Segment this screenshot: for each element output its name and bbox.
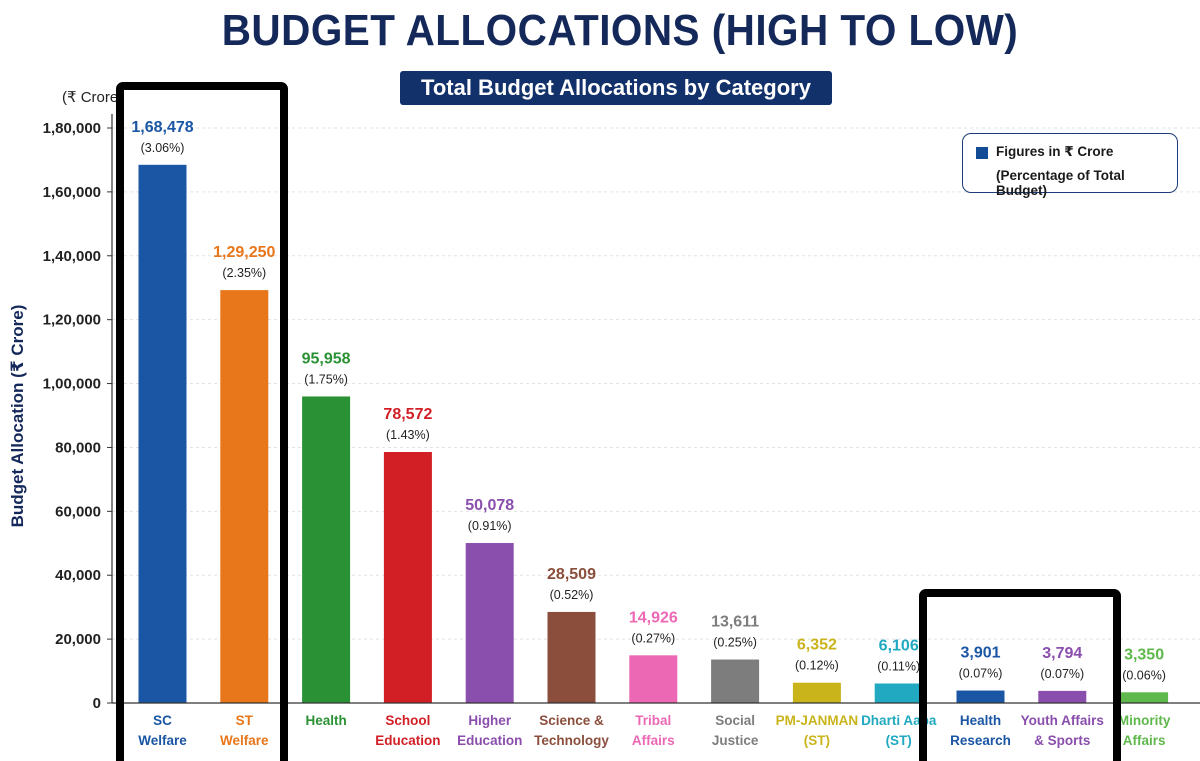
bar — [383, 452, 432, 703]
bar-percent-label: (0.07%) — [1040, 667, 1084, 681]
bar-value-label: 28,509 — [547, 566, 596, 583]
y-tick-label: 0 — [93, 695, 101, 712]
bar — [302, 396, 351, 703]
data-labels: 1,68,478 (3.06%) 1,29,250 (2.35%) 95,958 (1.7… — [131, 119, 1166, 682]
x-category-label: Youth Affairs — [1021, 713, 1104, 728]
x-category-label: Research — [950, 733, 1011, 748]
x-category-label: Welfare — [138, 733, 187, 748]
bar-value-label: 14,926 — [629, 609, 678, 626]
chart-title: BUDGET ALLOCATIONS (HIGH TO LOW) — [221, 6, 1019, 55]
bar-percent-label: (3.06%) — [141, 141, 185, 155]
x-category-label: Affairs — [1123, 733, 1166, 748]
legend-label-figures: Figures in ₹ Crore — [996, 144, 1114, 159]
y-tick-label: 1,20,000 — [43, 312, 101, 329]
bar-value-label: 50,078 — [465, 497, 514, 514]
bar-percent-label: (0.11%) — [877, 659, 920, 673]
bar-value-label: 13,611 — [711, 614, 759, 631]
x-category-label: Health — [305, 713, 346, 728]
bar-value-label: 3,350 — [1124, 646, 1164, 663]
bar — [465, 543, 514, 703]
bar-percent-label: (0.52%) — [550, 588, 594, 602]
x-category-label: ST — [236, 713, 254, 728]
bar — [711, 659, 760, 703]
bar-percent-label: (0.25%) — [713, 636, 757, 650]
bar-value-label: 6,352 — [797, 637, 837, 654]
x-category-label: Education — [375, 733, 440, 748]
legend-label-percentage: (Percentage of Total Budget) — [996, 168, 1125, 198]
bar-percent-label: (0.07%) — [959, 667, 1003, 681]
x-category-label: SC — [153, 713, 172, 728]
y-tick-label: 1,60,000 — [43, 184, 101, 201]
bar-percent-label: (0.12%) — [795, 659, 839, 673]
bar-percent-label: (1.75%) — [304, 372, 348, 386]
legend: Figures in ₹ Crore (Percentage of Total … — [962, 133, 1178, 198]
x-category-label: Justice — [712, 733, 759, 748]
bar — [220, 290, 269, 703]
bar — [874, 683, 923, 703]
subtitle-banner: Total Budget Allocations by Category — [400, 71, 832, 105]
bar-percent-label: (0.06%) — [1122, 668, 1166, 682]
bar-value-label: 78,572 — [383, 406, 432, 423]
bar-value-label: 1,29,250 — [213, 244, 275, 261]
x-category-label: Dharti Aaba — [861, 713, 937, 728]
bar — [1120, 692, 1169, 703]
x-category-label: (ST) — [804, 733, 830, 748]
bar-value-label: 95,958 — [302, 350, 351, 367]
y-axis-label: Budget Allocation (₹ Crore) — [8, 305, 27, 528]
y-tick-label: 80,000 — [55, 439, 101, 456]
highlight-frame-welfare — [116, 82, 288, 761]
highlight-frame-small-allocations — [919, 589, 1121, 761]
y-tick-label: 40,000 — [55, 567, 101, 584]
bar-percent-label: (0.91%) — [468, 519, 512, 533]
x-category-label: Minority — [1118, 713, 1171, 728]
axes — [111, 114, 1200, 704]
bar-percent-label: (2.35%) — [222, 266, 266, 280]
bar — [792, 682, 841, 703]
bar — [956, 690, 1005, 703]
gridlines — [112, 127, 1200, 640]
x-axis-ticks: SC Welfare ST Welfare Health School Education H… — [138, 713, 1171, 748]
y-unit-label: (₹ Crore) — [62, 89, 124, 106]
x-category-label: Technology — [534, 733, 609, 748]
bar-value-label: 3,794 — [1042, 645, 1082, 662]
y-tick-label: 1,40,000 — [43, 248, 101, 265]
bar-value-label: 3,901 — [960, 645, 1000, 662]
x-category-label: Education — [457, 733, 522, 748]
legend-swatch — [976, 147, 988, 159]
y-tick-label: 60,000 — [55, 503, 101, 520]
x-category-label: Science & — [539, 713, 604, 728]
x-category-label: (ST) — [886, 733, 912, 748]
x-category-label: PM-JANMAN — [776, 713, 859, 728]
bar — [138, 164, 187, 703]
y-tick-label: 20,000 — [55, 631, 101, 648]
x-category-label: Social — [715, 713, 755, 728]
bar-value-label: 6,106 — [879, 637, 919, 654]
bar — [1038, 690, 1087, 703]
bar — [547, 611, 596, 703]
bars — [138, 164, 1169, 703]
x-category-label: Tribal — [635, 713, 671, 728]
bar-percent-label: (1.43%) — [386, 428, 430, 442]
x-category-label: Welfare — [220, 733, 269, 748]
bar-percent-label: (0.27%) — [631, 631, 675, 645]
x-category-label: & Sports — [1034, 733, 1090, 748]
x-category-label: Health — [960, 713, 1001, 728]
y-tick-label: 1,00,000 — [43, 376, 101, 393]
chart-subtitle: Total Budget Allocations by Category — [421, 75, 811, 100]
y-tick-label: 1,80,000 — [43, 120, 101, 137]
x-category-label: Higher — [468, 713, 512, 728]
x-category-label: School — [385, 713, 430, 728]
bar-value-label: 1,68,478 — [131, 119, 193, 136]
y-axis-ticks: 0 20,000 40,000 60,000 80,000 1,00,000 1,20,00… — [43, 120, 112, 712]
bar — [629, 655, 678, 703]
x-category-label: Affairs — [632, 733, 675, 748]
highlight-frames — [116, 82, 1121, 761]
